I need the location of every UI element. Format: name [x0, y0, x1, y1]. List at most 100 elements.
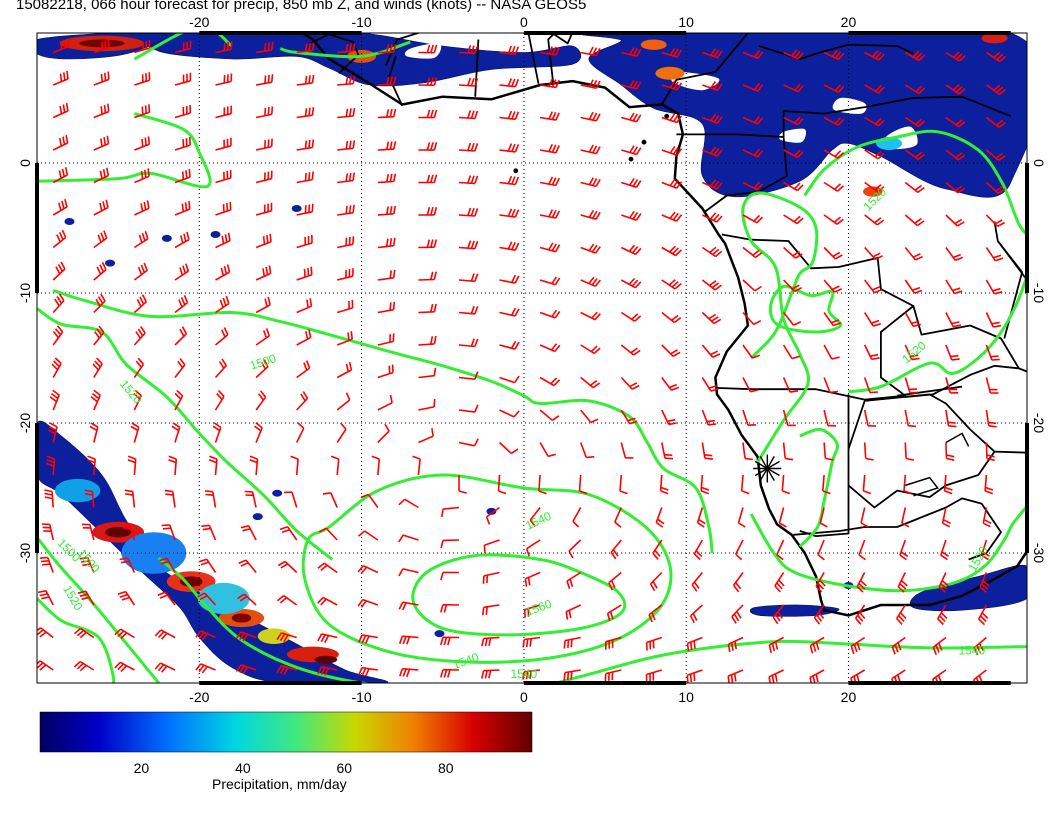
wind-barb	[358, 634, 378, 644]
barb-shaft	[336, 428, 347, 443]
barb-feather	[525, 671, 529, 680]
wind-barb	[52, 38, 69, 54]
wind-barb	[133, 262, 148, 281]
barb-feather	[345, 173, 349, 182]
barb-feather	[914, 151, 923, 158]
barb-feather	[221, 235, 225, 244]
barb-feather	[37, 662, 44, 669]
barb-shaft	[854, 604, 866, 619]
barb-feather	[470, 338, 475, 347]
barb-feather	[90, 396, 98, 403]
wind-barb	[418, 206, 438, 216]
wind-barb	[525, 539, 541, 557]
barb-shaft	[321, 633, 338, 639]
barb-feather	[911, 357, 920, 361]
precip-speck	[161, 234, 172, 242]
wind-barb	[620, 376, 640, 390]
barb-feather	[281, 528, 290, 534]
barb-feather	[507, 143, 513, 152]
barb-feather	[938, 642, 943, 651]
barb-feather	[591, 278, 598, 286]
barb-feather	[120, 632, 128, 639]
wind-barb	[696, 507, 706, 528]
barb-feather	[754, 285, 762, 292]
barb-shaft	[690, 604, 703, 617]
barb-feather	[833, 322, 842, 327]
barb-feather	[831, 356, 840, 360]
barb-feather	[87, 459, 96, 464]
barb-shaft	[337, 50, 354, 54]
barb-feather	[308, 204, 311, 213]
barb-feather	[283, 667, 289, 675]
barb-feather	[473, 438, 479, 447]
wind-barb	[440, 636, 460, 646]
barb-feather	[995, 152, 1003, 159]
barb-feather	[629, 145, 635, 153]
barb-feather	[756, 216, 764, 224]
wind-barb	[255, 170, 273, 184]
barb-feather	[348, 362, 353, 371]
barb-feather	[554, 344, 561, 352]
barb-feather	[875, 255, 883, 261]
barb-shaft	[742, 149, 758, 158]
wind-barb	[904, 214, 925, 227]
precip-gap	[832, 97, 867, 114]
barb-feather	[657, 518, 665, 525]
frame-bar-top	[848, 31, 1011, 35]
barb-feather	[63, 40, 66, 49]
barb-feather	[144, 169, 147, 178]
wind-barb	[377, 269, 396, 281]
barb-feather	[695, 550, 703, 558]
barb-feather	[630, 347, 638, 354]
wind-barb	[174, 326, 188, 346]
wind-barb	[620, 277, 642, 289]
lat-tick-left: -30	[17, 543, 33, 563]
wind-barb	[215, 73, 233, 86]
barb-feather	[386, 206, 389, 215]
barb-shaft	[336, 459, 340, 476]
barb-shaft	[783, 84, 799, 93]
barb-feather	[715, 250, 723, 258]
barb-feather	[878, 86, 885, 94]
barb-shaft	[458, 116, 475, 120]
barb-feather	[709, 212, 717, 220]
barb-feather	[792, 250, 800, 257]
barb-shaft	[377, 308, 394, 314]
barb-feather	[172, 422, 181, 428]
barb-feather	[834, 150, 842, 157]
barb-shaft	[727, 669, 744, 677]
contour-label: 1560	[524, 596, 554, 618]
barb-feather	[365, 668, 370, 677]
barb-feather	[954, 185, 963, 192]
barb-feather	[386, 44, 390, 53]
barb-feather	[96, 266, 102, 275]
barb-feather	[524, 578, 528, 587]
wind-barb	[377, 44, 397, 54]
wind-barb	[864, 312, 882, 327]
barb-feather	[636, 114, 642, 123]
barb-feather	[551, 276, 557, 285]
wind-barb	[768, 669, 784, 683]
barb-feather	[903, 490, 912, 495]
barb-feather	[280, 563, 289, 569]
barb-feather	[708, 423, 717, 426]
barb-feather	[140, 264, 146, 273]
barb-feather	[529, 670, 532, 680]
wind-barb	[742, 279, 762, 292]
wind-barb	[93, 103, 110, 119]
barb-feather	[44, 496, 53, 500]
wind-barb	[296, 266, 313, 281]
barb-feather	[440, 540, 444, 549]
wind-barb	[864, 116, 885, 127]
barb-feather	[941, 551, 950, 557]
barb-feather	[49, 396, 58, 403]
barb-feather	[264, 298, 268, 307]
wind-barb	[418, 271, 437, 281]
barb-feather	[99, 264, 105, 273]
wind-barb	[499, 241, 520, 251]
barb-feather	[433, 77, 438, 86]
wind-barb	[782, 344, 800, 360]
barb-feather	[143, 262, 148, 271]
barb-shaft	[985, 51, 1001, 63]
wind-barbs	[37, 38, 1007, 683]
